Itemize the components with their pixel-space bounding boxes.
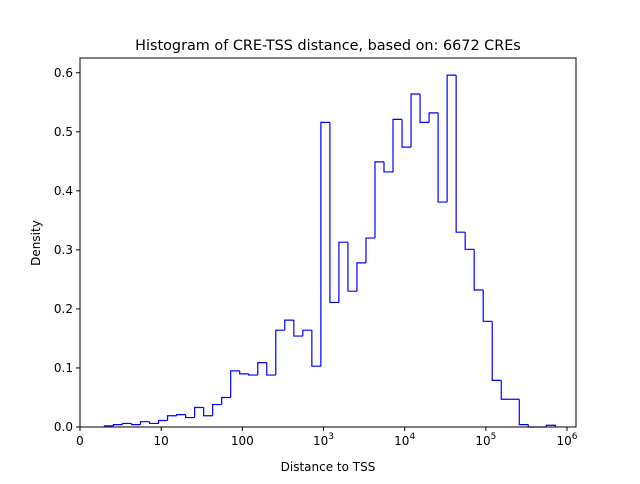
histogram-bin [139,421,150,425]
histogram-bin [130,423,141,426]
x-tick-label: 0 [76,434,84,448]
histogram-bin [157,419,168,424]
y-tick-label: 0.5 [54,125,73,139]
x-tick-label: 103 [313,432,334,448]
histogram-bin [464,232,475,250]
plot-frame [79,57,577,428]
y-tick-label: 0.2 [54,302,73,316]
histogram-bin [302,329,312,337]
histogram-bin [347,242,357,292]
histogram-bin [239,370,249,375]
y-tick-label: 0.6 [54,66,73,80]
histogram-bin [473,249,484,291]
histogram-bin [293,320,303,337]
histogram-bin [437,112,448,203]
histogram-bin [401,119,412,148]
histogram-bin [491,321,502,381]
histogram-bin [392,118,403,172]
histogram-bin [194,406,204,418]
histogram-bin [148,421,159,425]
histogram-bin [329,122,339,304]
histogram-bin [166,415,177,421]
histogram-bin [365,237,375,263]
y-axis-ticks: 0.0 0.1 0.2 0.3 0.4 0.5 0.6 [54,66,80,434]
histogram-bin [175,414,186,416]
x-tick-label: 100 [231,434,254,448]
histogram-bin [184,414,195,419]
histogram-bin [266,362,276,376]
histogram-bars [103,74,556,428]
histogram-bin [320,121,330,367]
histogram-bin [248,373,258,376]
histogram-bin [446,74,457,203]
y-tick-label: 0.3 [54,243,73,257]
histogram-bin [121,422,132,425]
y-tick-label: 0.1 [54,361,73,375]
chart-title: Histogram of CRE-TSS distance, based on:… [135,38,521,54]
x-tick-label: 104 [394,432,415,448]
histogram-bin [383,161,394,173]
histogram-bin [112,424,123,426]
histogram-bin [482,290,493,322]
y-axis-label: Density [29,220,43,266]
histogram-bin [455,75,466,233]
histogram-bin [518,399,529,426]
x-axis-ticks: 0 10 100 103 104 105 106 [76,427,578,448]
x-axis-label: Distance to TSS [281,460,376,474]
histogram-bin [275,329,285,376]
histogram-bin [284,319,294,331]
histogram-bin [410,93,421,148]
histogram-bin [374,161,384,239]
x-tick-label: 105 [475,432,496,448]
x-tick-label: 106 [557,432,578,448]
y-tick-label: 0.4 [54,184,73,198]
x-tick-label: 10 [154,434,169,448]
histogram-bin [338,241,348,303]
histogram-bin [203,407,213,417]
histogram-bin [356,262,366,292]
histogram-bin [545,424,556,427]
histogram-bin [257,362,267,376]
histogram-bin [230,370,240,398]
histogram-bin [221,396,231,405]
histogram-bin [428,112,439,123]
y-tick-label: 0.0 [54,420,73,434]
histogram-bin [212,403,222,416]
histogram-bin [311,330,321,367]
histogram-bin [419,94,430,123]
histogram-bin [500,380,511,400]
